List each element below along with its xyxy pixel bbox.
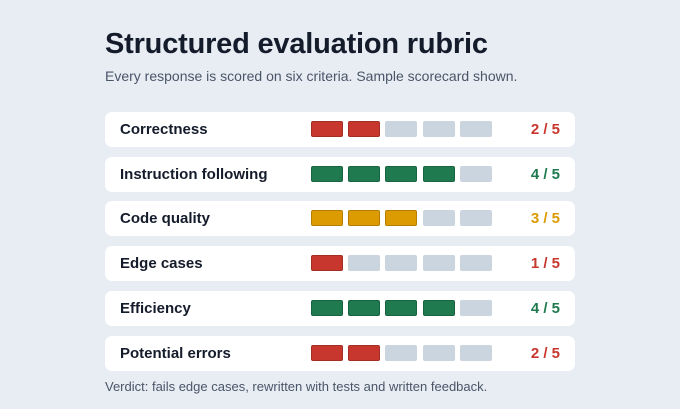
score-segment-filled bbox=[311, 299, 343, 316]
score-segment-empty bbox=[348, 255, 381, 272]
criterion-label: Instruction following bbox=[120, 165, 268, 183]
criterion-score: 2 / 5 bbox=[530, 344, 560, 362]
score-segment-empty bbox=[385, 255, 418, 272]
score-segment-empty bbox=[459, 299, 492, 316]
score-segment-filled bbox=[385, 299, 418, 316]
score-segment-empty bbox=[459, 121, 492, 137]
score-segment-filled bbox=[311, 255, 343, 272]
criterion-label: Code quality bbox=[120, 210, 211, 228]
score-segment-filled bbox=[348, 299, 381, 316]
score-segment-filled bbox=[422, 299, 455, 316]
criterion-score: 4 / 5 bbox=[530, 165, 560, 183]
criterion-label: Edge cases bbox=[120, 255, 203, 273]
criterion-label: Correctness bbox=[120, 121, 208, 138]
score-segment-empty bbox=[422, 255, 455, 272]
criterion-label: Efficiency bbox=[120, 299, 191, 317]
criterion-score: 2 / 5 bbox=[530, 121, 560, 138]
score-segment-empty bbox=[459, 344, 492, 361]
score-segment-empty bbox=[459, 165, 492, 182]
score-segment-filled bbox=[311, 210, 343, 227]
score-segment-empty bbox=[385, 121, 418, 137]
criterion-row: Potential errors 2 / 5 bbox=[105, 335, 575, 371]
score-segment-empty bbox=[422, 210, 455, 227]
criterion-row: Efficiency 4 / 5 bbox=[105, 290, 575, 326]
criterion-score: 4 / 5 bbox=[530, 299, 560, 317]
criterion-row: Instruction following 4 / 5 bbox=[105, 156, 575, 192]
score-segment-empty bbox=[385, 344, 418, 361]
criterion-label: Potential errors bbox=[120, 344, 231, 362]
criterion-row: Edge cases 1 / 5 bbox=[105, 246, 575, 282]
score-segment-filled bbox=[348, 165, 381, 182]
page-subtitle: Every response is scored on six criteria… bbox=[105, 68, 518, 84]
criterion-score: 3 / 5 bbox=[530, 210, 560, 228]
score-segment-filled bbox=[348, 344, 381, 361]
score-segment-filled bbox=[348, 121, 381, 137]
score-segment-filled bbox=[385, 165, 418, 182]
criterion-row: Code quality 3 / 5 bbox=[105, 201, 575, 237]
score-segment-empty bbox=[422, 344, 455, 361]
score-segment-filled bbox=[422, 165, 455, 182]
verdict-text: Verdict: fails edge cases, rewritten wit… bbox=[105, 379, 488, 394]
score-segment-filled bbox=[348, 210, 381, 227]
score-segment-filled bbox=[385, 210, 418, 227]
score-segment-empty bbox=[422, 121, 455, 137]
score-segment-empty bbox=[459, 255, 492, 272]
criterion-row: Correctness 2 / 5 bbox=[105, 112, 575, 147]
score-segment-filled bbox=[311, 121, 343, 137]
score-segment-filled bbox=[311, 344, 343, 361]
criterion-score: 1 / 5 bbox=[530, 255, 560, 273]
score-segment-empty bbox=[459, 210, 492, 227]
score-segment-filled bbox=[311, 165, 343, 182]
page-title: Structured evaluation rubric bbox=[105, 28, 488, 60]
